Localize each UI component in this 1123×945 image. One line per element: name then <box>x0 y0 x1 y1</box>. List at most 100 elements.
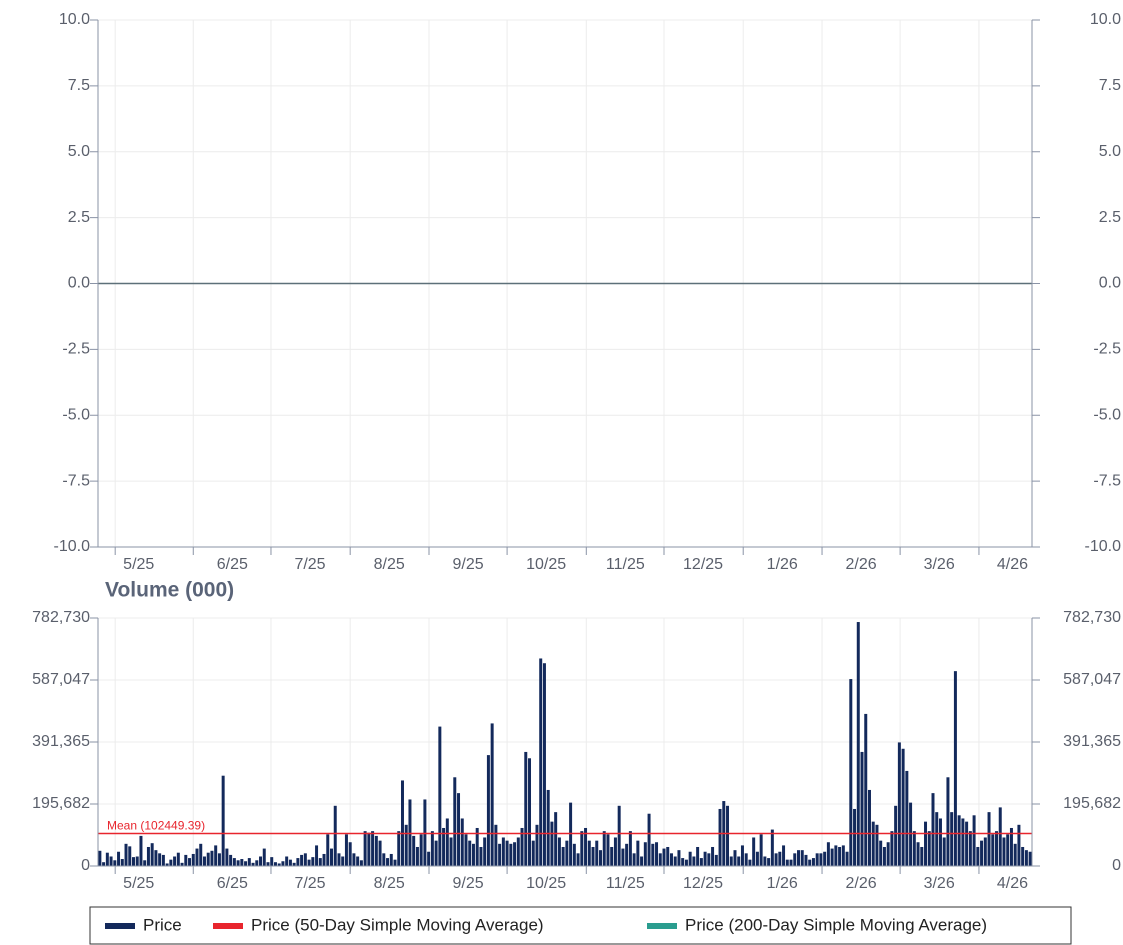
volume-bar <box>987 812 991 866</box>
volume-bar <box>445 818 449 866</box>
volume-bar <box>109 856 113 866</box>
volume-bar <box>890 831 894 866</box>
volume-bar <box>871 821 875 866</box>
volume-bar <box>427 851 431 866</box>
volume-bar <box>520 827 524 866</box>
volume-bar <box>221 775 225 866</box>
volume-bar <box>602 831 606 866</box>
volume-bar <box>726 805 730 866</box>
mean-label: Mean (102449.39) <box>107 819 205 833</box>
volume-bar <box>262 848 266 866</box>
volume-bar <box>938 818 942 866</box>
x-tick-label: 12/25 <box>683 875 723 892</box>
volume-bar <box>901 748 905 866</box>
volume-bar <box>400 780 404 866</box>
volume-bar <box>173 856 177 866</box>
volume-bar <box>632 853 636 866</box>
volume-bar <box>206 852 210 866</box>
volume-bar <box>763 856 767 866</box>
volume-bar <box>561 846 565 866</box>
volume-bar <box>288 859 292 866</box>
volume-bar <box>961 818 965 866</box>
volume-bar <box>475 827 479 866</box>
volume-bar <box>389 853 393 866</box>
y2-tick-label: -10.0 <box>1085 538 1122 555</box>
volume-bar <box>199 843 203 866</box>
volume-bar <box>139 835 143 866</box>
y2-tick-label: 7.5 <box>1099 77 1121 94</box>
volume-bar <box>505 840 509 866</box>
y2-tick-label: 195,682 <box>1063 795 1121 812</box>
volume-bar <box>688 851 692 866</box>
x-tick-label: 4/26 <box>997 875 1028 892</box>
volume-bar <box>285 856 289 866</box>
volume-bar <box>755 851 759 866</box>
y2-tick-label: -7.5 <box>1093 472 1121 489</box>
volume-bar <box>382 853 386 866</box>
y-tick-label: -7.5 <box>62 472 90 489</box>
volume-bar <box>655 842 659 866</box>
x-tick-label: 3/26 <box>924 875 955 892</box>
y-tick-label: 0.0 <box>68 275 90 292</box>
x-tick-label: 5/25 <box>123 875 154 892</box>
volume-bar <box>535 824 539 866</box>
volume-bar <box>236 860 240 866</box>
volume-bar <box>886 842 890 866</box>
volume-bar <box>651 843 655 866</box>
volume-bar <box>528 758 532 866</box>
volume-bar <box>494 824 498 866</box>
volume-bar <box>740 845 744 866</box>
volume-bar <box>643 842 647 866</box>
volume-bar <box>501 837 505 866</box>
volume-bar <box>1006 834 1010 866</box>
y-tick-label: -5.0 <box>62 406 90 423</box>
volume-bar <box>344 834 348 866</box>
volume-bar <box>277 863 281 866</box>
x-tick-label: 1/26 <box>767 556 798 573</box>
volume-bar <box>1013 843 1017 866</box>
volume-bar <box>587 840 591 866</box>
volume-bar <box>214 845 218 866</box>
volume-bar <box>419 834 423 866</box>
volume-bar <box>830 848 834 866</box>
legend-label: Price (200-Day Simple Moving Average) <box>685 915 987 934</box>
volume-bar <box>606 834 610 866</box>
volume-bar <box>229 854 233 866</box>
volume-bar <box>158 853 162 866</box>
volume-bar <box>386 858 390 866</box>
volume-bar <box>188 858 192 866</box>
volume-bar <box>991 834 995 866</box>
volume-bar <box>359 860 363 866</box>
volume-bar <box>438 726 442 866</box>
volume-bar <box>662 848 666 866</box>
legend-swatch <box>213 923 243 929</box>
volume-bar <box>669 853 673 866</box>
legend-swatch <box>105 923 135 929</box>
volume-bar <box>696 846 700 866</box>
volume-bar <box>942 837 946 866</box>
x-tick-label: 9/25 <box>452 556 483 573</box>
volume-bar <box>240 859 244 866</box>
volume-bar <box>337 853 341 866</box>
volume-bar <box>565 840 569 866</box>
x-tick-label: 5/25 <box>123 556 154 573</box>
volume-bar <box>180 862 184 866</box>
x-tick-label: 12/25 <box>683 556 723 573</box>
volume-bar <box>864 713 868 866</box>
y2-tick-label: 0.0 <box>1099 275 1121 292</box>
volume-bar <box>935 812 939 866</box>
volume-bar <box>273 862 277 866</box>
y2-tick-label: 782,730 <box>1063 609 1121 626</box>
volume-bar <box>804 854 808 866</box>
volume-bar <box>774 853 778 866</box>
y2-tick-label: -2.5 <box>1093 341 1121 358</box>
volume-bar <box>161 854 165 866</box>
volume-bar <box>300 854 304 866</box>
volume-bar <box>617 805 621 866</box>
volume-bar <box>894 805 898 866</box>
volume-bar <box>464 834 468 866</box>
y-tick-label: -10.0 <box>54 538 91 555</box>
volume-bar <box>128 846 132 866</box>
volume-bar <box>318 858 322 866</box>
volume-bar <box>946 777 950 866</box>
